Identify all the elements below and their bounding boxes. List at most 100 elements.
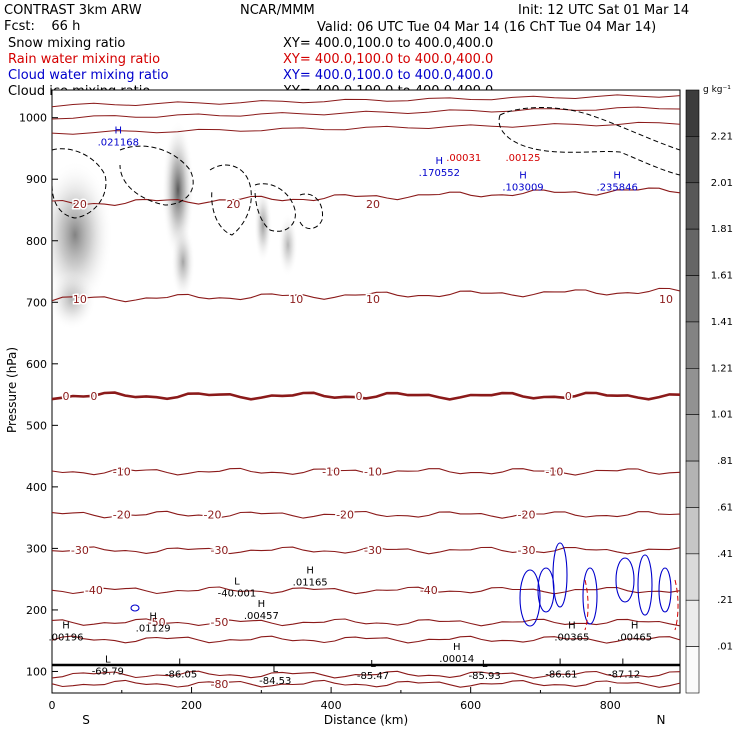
header-init: Init: 12 UTC Sat 01 Mar 14 [518, 3, 689, 18]
y-tick-label: 200 [26, 604, 47, 617]
isotherms: -80 -50 -50 -40 -40 -30 -30 -30 -30 -20 -20 -20 -20 -… [52, 94, 680, 692]
extremum-value: .170552 [419, 168, 460, 179]
header-valid: Valid: 06 UTC Tue 04 Mar 14 (16 ChT Tue … [317, 20, 656, 35]
isotherm-line [52, 618, 680, 627]
plot-frame [51, 89, 681, 694]
colorbar-swatch [685, 599, 700, 647]
colorbar-swatch [685, 89, 700, 137]
end-label-north: N [657, 713, 666, 727]
isotherm-label: 10 [366, 293, 380, 306]
extremum-marker: L [105, 655, 111, 666]
y-tick-label: 100 [26, 665, 47, 678]
isotherm-label: -20 [113, 509, 131, 522]
y-tick-label: 500 [26, 419, 47, 432]
extremum-value: .00031 [446, 153, 481, 164]
isotherm-label: 0 [90, 390, 97, 403]
isotherm-line [52, 635, 680, 644]
colorbar-label: 2.01 [711, 178, 733, 189]
extremum-value: -84.53 [259, 676, 291, 687]
colorbar-unit: g kg⁻¹ [703, 85, 731, 95]
isotherm-line [52, 510, 680, 519]
extremum-value: -85.47 [357, 671, 389, 682]
isotherm-label: 20 [73, 198, 87, 211]
colorbar: 2.21 2.01 1.81 1.61 1.41 1.21 1.01 .81 .61 .41 .21… [685, 85, 733, 694]
extremum-value: .01129 [136, 623, 171, 634]
isotherm-line [52, 121, 680, 135]
extremum-marker: H [613, 170, 621, 181]
rain-water-contour [584, 579, 589, 631]
legend-xy: XY= 400.0,100.0 to 400.0,400.0 [283, 68, 493, 83]
cloud-water-contour [658, 567, 672, 613]
extremum-marker: H [519, 170, 527, 181]
isotherm-label: 0 [356, 390, 363, 403]
x-tick-label: 200 [181, 699, 202, 712]
header-title: CONTRAST 3km ARW [4, 3, 142, 18]
isotherm-label: -40 [85, 584, 103, 597]
snow-core-east1 [254, 187, 272, 263]
colorbar-label: 1.81 [711, 224, 733, 235]
colorbar-swatch [685, 368, 700, 415]
cloud-water-contour [130, 604, 140, 612]
legend-xy: XY= 400.0,100.0 to 400.0,400.0 [283, 36, 493, 51]
y-tick-label: 400 [26, 481, 47, 494]
extremum-marker: H [115, 125, 123, 136]
y-tick-label: 900 [26, 173, 47, 186]
colorbar-label: .01 [717, 642, 733, 653]
extremum-value: -86.61 [545, 670, 577, 681]
colorbar-swatch [685, 321, 700, 369]
cloud-water-contour [637, 554, 653, 616]
colorbar-label: .21 [717, 595, 733, 606]
rain-water-contour [674, 579, 679, 631]
snow-plume-west-low [52, 270, 96, 330]
extremum-marker: L [178, 658, 184, 669]
isotherm-line [52, 391, 680, 401]
isotherm-label: 10 [73, 293, 87, 306]
colorbar-swatch [685, 646, 700, 694]
colorbar-swatch [685, 228, 700, 276]
isotherm-label: -40 [420, 584, 438, 597]
extremum-value: .235846 [597, 182, 638, 193]
snow-core-east2 [278, 213, 298, 277]
isotherm-label: -10 [545, 465, 563, 478]
isotherm-label: 10 [659, 293, 673, 306]
y-tick-label: 700 [26, 296, 47, 309]
extremum-marker: H [149, 611, 157, 622]
extremum-value: .00465 [617, 633, 652, 644]
isotherm-label: -30 [71, 544, 89, 557]
cloud-water-contours [130, 542, 672, 627]
colorbar-label: .61 [717, 502, 733, 513]
extremum-marker: L [272, 664, 278, 675]
extremum-value: .00014 [439, 654, 474, 665]
isotherm-line [52, 670, 680, 679]
cloud-water-contour [582, 567, 598, 625]
colorbar-swatch [685, 507, 700, 555]
extremum-value: .00125 [506, 153, 541, 164]
extremum-marker: L [621, 658, 627, 669]
legend-label: Cloud water mixing ratio [8, 68, 169, 83]
cloud-water-contour [615, 557, 635, 603]
header-forecast: Fcst: 66 h [4, 19, 80, 34]
isotherm-label: 10 [289, 293, 303, 306]
colorbar-swatch [685, 414, 700, 462]
extremum-value: -86.05 [165, 670, 197, 681]
x-tick-label: 600 [460, 699, 481, 712]
isotherm-label: 0 [62, 390, 69, 403]
isotherm-label: 20 [366, 198, 380, 211]
header: CONTRAST 3km ARW Fcst: 66 h NCAR/MMM Ini… [4, 3, 689, 35]
colorbar-label: .41 [717, 549, 733, 560]
extremum-marker: H [62, 621, 70, 632]
extremum-marker: H [306, 565, 314, 576]
isotherm-line [52, 106, 680, 120]
isotherm-label: -10 [322, 465, 340, 478]
colorbar-label: 1.01 [711, 410, 733, 421]
isotherm-line [52, 187, 680, 206]
extremum-marker: H [631, 621, 639, 632]
x-tick-label: 400 [321, 699, 342, 712]
cloud-ice-contour [254, 183, 296, 232]
cloud-water-contour [519, 569, 541, 627]
legend-label: Rain water mixing ratio [8, 52, 160, 67]
isotherm-label: -20 [336, 509, 354, 522]
extremum-marker: H [568, 621, 576, 632]
y-tick-label: 300 [26, 542, 47, 555]
